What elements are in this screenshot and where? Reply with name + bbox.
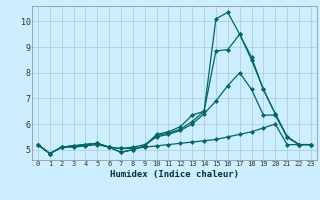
X-axis label: Humidex (Indice chaleur): Humidex (Indice chaleur) <box>110 170 239 179</box>
